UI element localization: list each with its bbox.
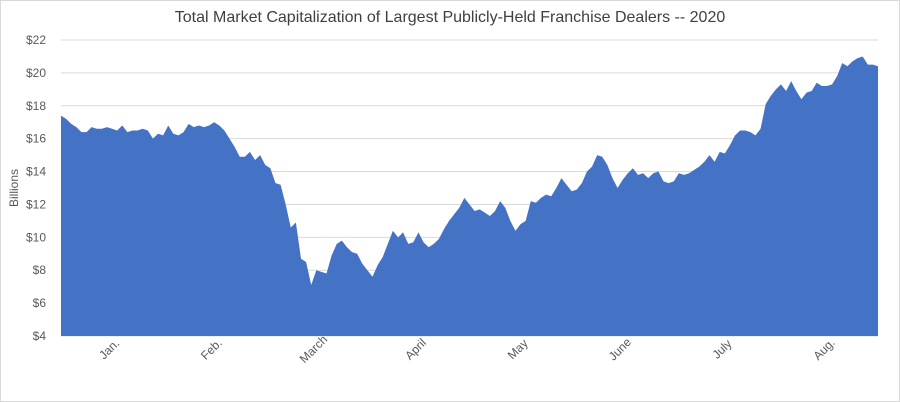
chart-title: Total Market Capitalization of Largest P… <box>175 9 726 26</box>
y-tick-label: $14 <box>26 165 46 179</box>
y-tick-label: $10 <box>26 230 46 244</box>
x-tick-label: April <box>402 336 429 363</box>
y-tick-label: $20 <box>26 66 46 80</box>
y-tick-label: $18 <box>26 99 46 113</box>
y-tick-labels: $4 $6 $8 $10 $12 $14 $16 $18 $20 $22 <box>26 33 46 343</box>
plot-area <box>61 56 878 336</box>
y-tick-label: $6 <box>33 296 47 310</box>
x-tick-label: Feb. <box>198 336 225 363</box>
x-tick-label: July <box>709 337 734 362</box>
x-tick-label: Jan. <box>96 336 122 362</box>
x-tick-label: June <box>606 335 635 364</box>
y-axis-title: Billions <box>7 169 21 207</box>
x-tick-labels: Jan. Feb. March April May June July Aug. <box>96 332 838 365</box>
y-tick-label: $8 <box>33 263 47 277</box>
series-area <box>61 56 878 336</box>
x-tick-label: Aug. <box>810 335 837 362</box>
y-tick-label: $22 <box>26 33 46 47</box>
x-tick-label: May <box>505 336 531 362</box>
y-tick-label: $16 <box>26 132 46 146</box>
y-tick-label: $4 <box>33 329 47 343</box>
x-tick-label: March <box>297 332 330 365</box>
y-tick-label: $12 <box>26 197 46 211</box>
